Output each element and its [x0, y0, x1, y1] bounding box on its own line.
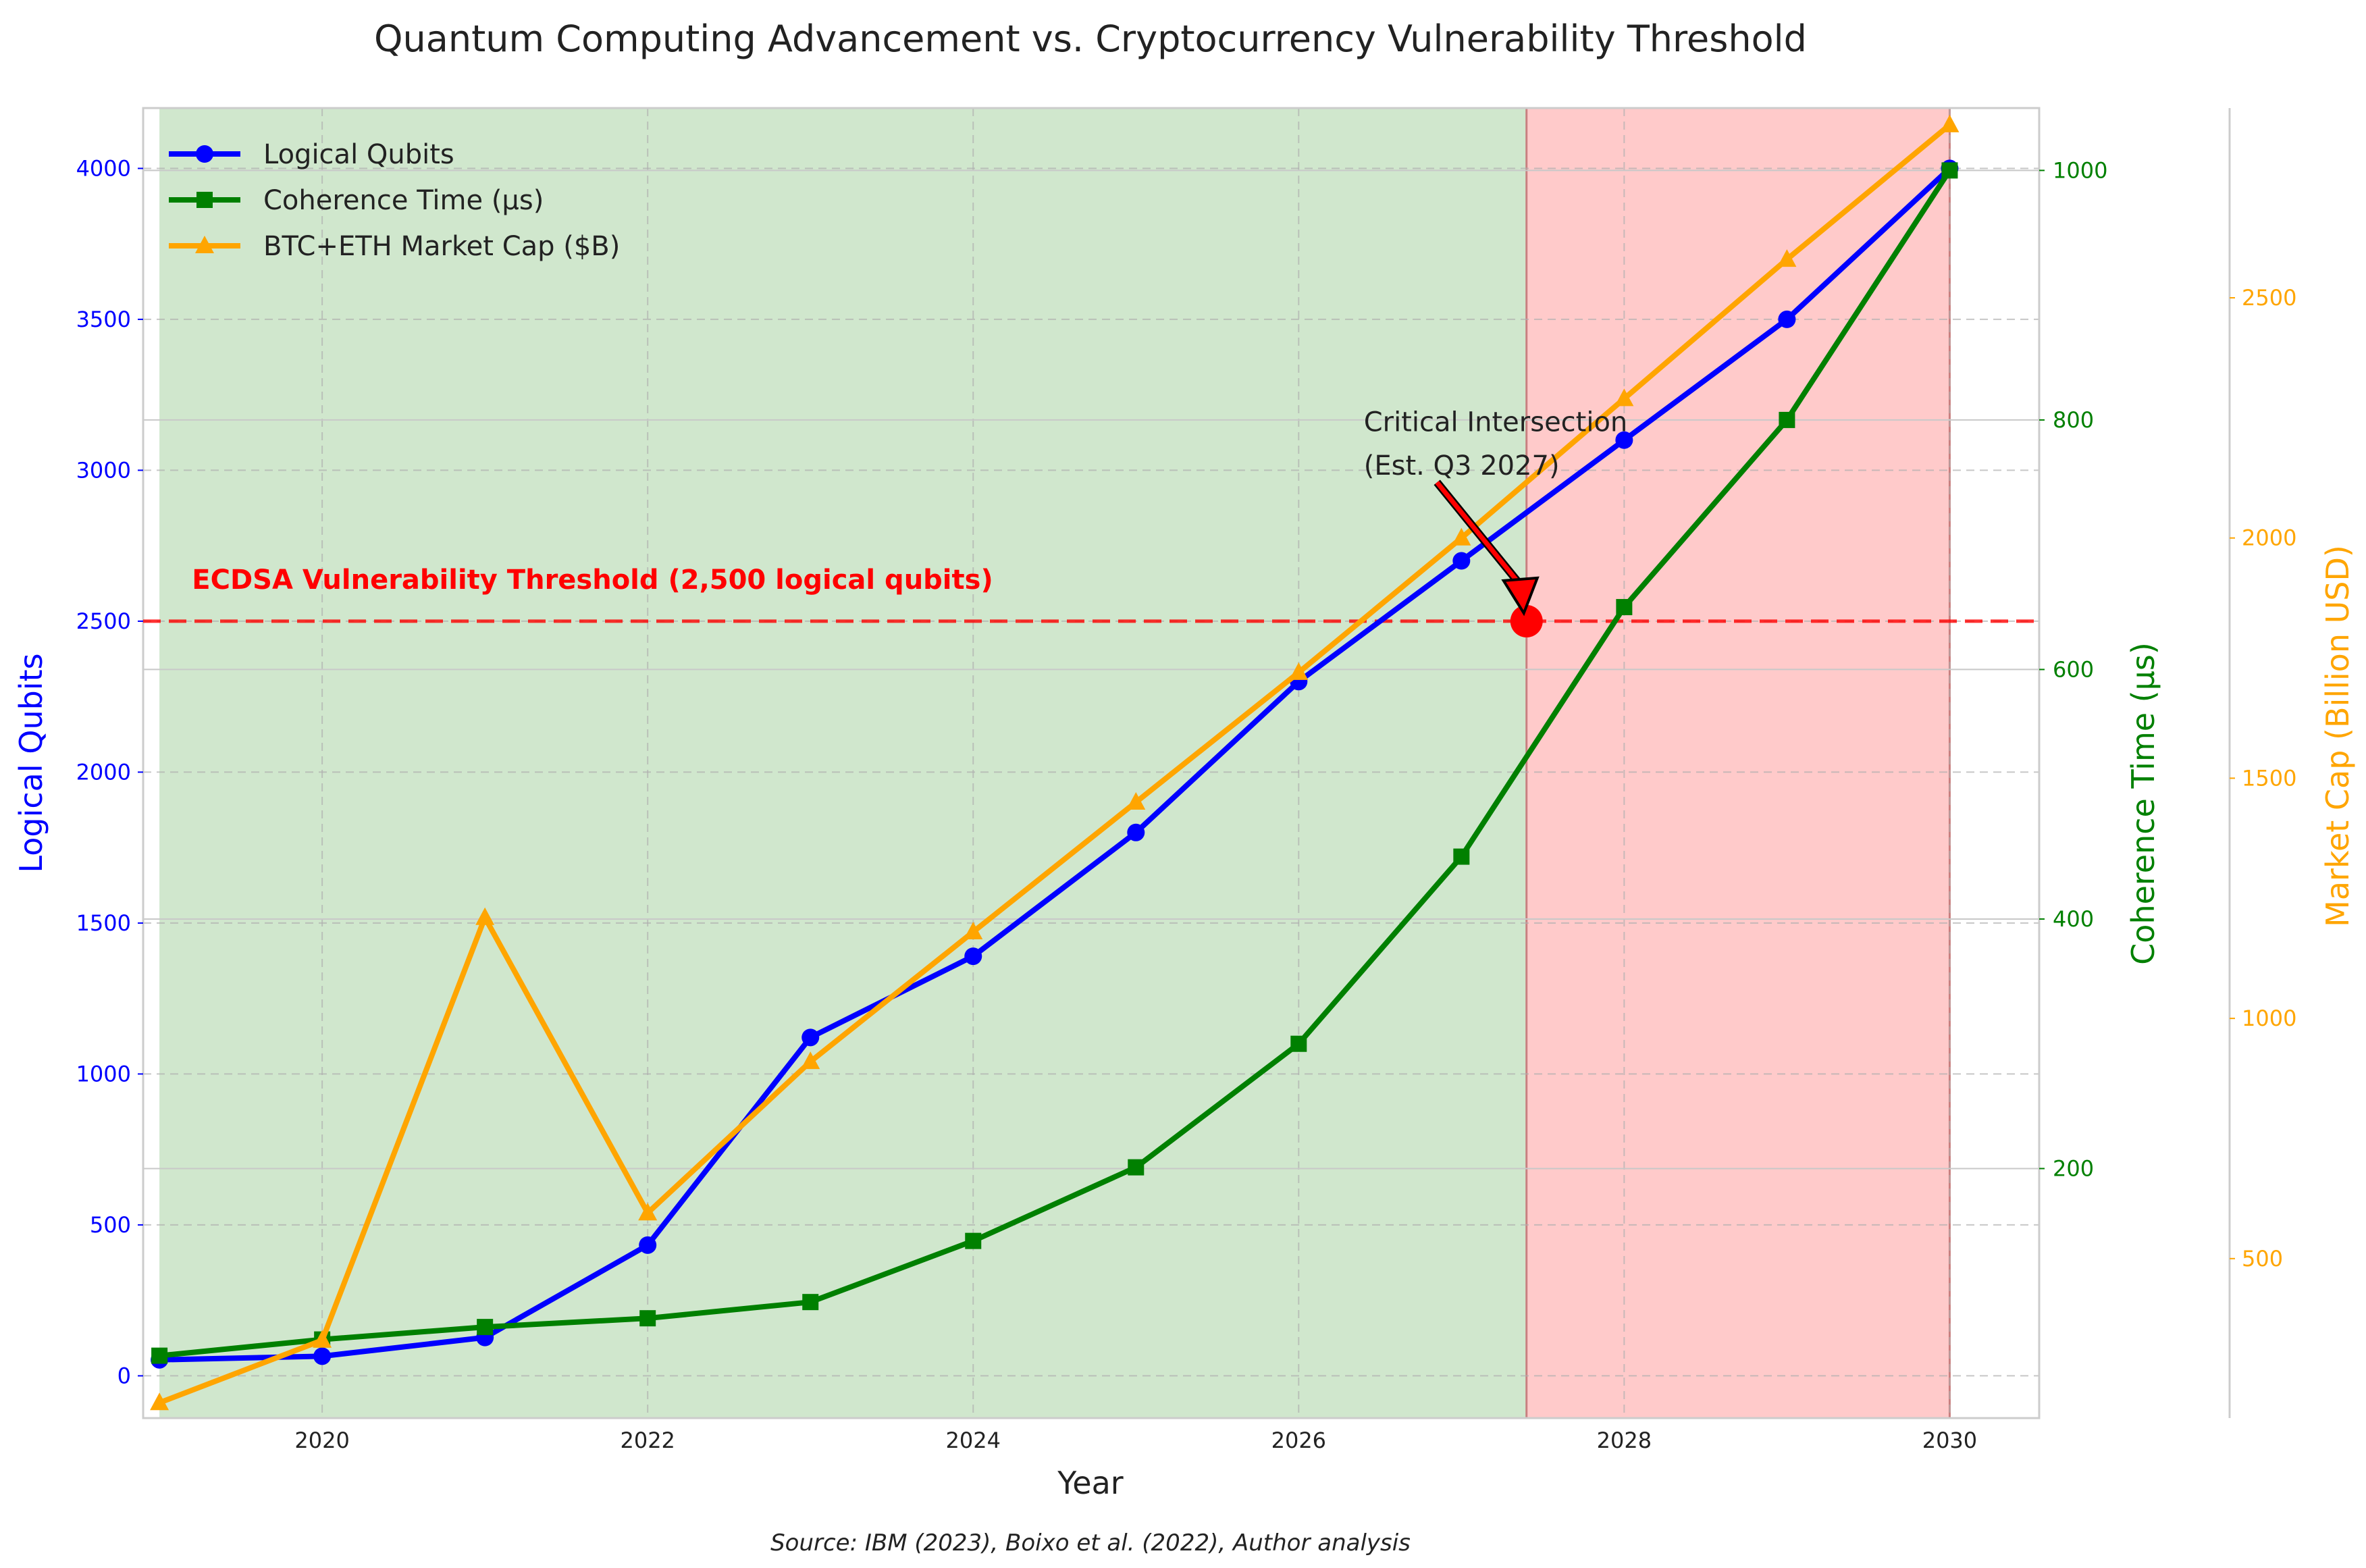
data-point — [150, 1392, 169, 1411]
y3-tick-label: 2500 — [2242, 285, 2296, 311]
intersection-marker — [1510, 604, 1543, 637]
y2-tick-label: 600 — [2053, 656, 2094, 682]
data-point — [965, 1232, 982, 1249]
data-point — [964, 922, 983, 940]
data-point — [475, 907, 495, 925]
legend-label: Logical Qubits — [263, 139, 454, 170]
data-point — [151, 1347, 168, 1364]
legend-label: BTC+ETH Market Cap ($B) — [263, 231, 620, 262]
axes-ticks: 2020 2022 2024 2026 2028 2030 0 500 1000 1500 2000… — [76, 155, 2297, 1453]
data-point — [639, 1236, 657, 1254]
data-point — [1452, 527, 1471, 546]
series-btc-eth-market-cap-b — [150, 114, 1960, 1411]
data-point — [1453, 848, 1470, 865]
y2-tick-label: 800 — [2053, 407, 2094, 433]
gridlines — [143, 108, 2039, 1418]
x-axis-label: Year — [1057, 1465, 1123, 1501]
y2-tick-label: 200 — [2053, 1155, 2094, 1181]
data-point — [639, 1310, 656, 1327]
data-point — [1614, 388, 1634, 407]
data-point — [802, 1294, 819, 1311]
x-tick-label: 2020 — [294, 1428, 349, 1453]
vulnerable-region — [1526, 108, 1950, 1418]
series-line — [159, 169, 1952, 1359]
data-point — [964, 947, 982, 966]
x-tick-label: 2030 — [1922, 1428, 1977, 1453]
x-tick-label: 2024 — [946, 1428, 1001, 1453]
legend: Logical Qubits Coherence Time (μs) BTC+ETH… — [169, 139, 620, 262]
plot-border — [142, 107, 2041, 1419]
y-axis-label-market-cap: Market Cap (Billion USD) — [2319, 545, 2356, 927]
safe-region — [159, 108, 1527, 1418]
y2-tick-label: 400 — [2053, 906, 2094, 932]
y3-tick-label: 1500 — [2242, 765, 2296, 791]
data-point — [1777, 249, 1797, 267]
y3-tick-label: 2000 — [2242, 525, 2296, 551]
y-tick-label: 3000 — [76, 457, 131, 483]
data-point — [1941, 162, 1958, 179]
legend-marker — [196, 145, 213, 163]
y2-tick-label: 1000 — [2053, 157, 2107, 183]
data-point — [801, 1051, 820, 1070]
y-axis-label-left: Logical Qubits — [13, 653, 49, 872]
data-point — [801, 1028, 820, 1047]
y-axis-label-coherence: Coherence Time (μs) — [2125, 642, 2161, 965]
y-tick-label: 0 — [117, 1363, 131, 1388]
annotation-text-line2: (Est. Q3 2027) — [1364, 450, 1560, 481]
series-coherence-time-s — [151, 162, 1958, 1364]
y-tick-label: 500 — [90, 1212, 131, 1238]
x-tick-label: 2028 — [1597, 1428, 1652, 1453]
y-tick-label: 4000 — [76, 155, 131, 181]
background-regions — [159, 108, 1951, 1418]
annotation-group: Critical Intersection (Est. Q3 2027) — [1364, 407, 1628, 637]
y-tick-label: 2500 — [76, 608, 131, 634]
annotation-text-line1: Critical Intersection — [1364, 407, 1628, 438]
y-tick-label: 3500 — [76, 307, 131, 332]
y-tick-label: 1000 — [76, 1061, 131, 1087]
data-point — [1616, 599, 1633, 616]
data-point — [477, 1319, 494, 1336]
data-point — [1940, 114, 1960, 132]
data-point — [1126, 791, 1146, 810]
y3-tick-label: 1000 — [2242, 1005, 2296, 1031]
y3-tick-label: 500 — [2242, 1246, 2283, 1272]
data-point — [1128, 1159, 1145, 1176]
y-tick-label: 2000 — [76, 759, 131, 785]
threshold-group: ECDSA Vulnerability Threshold (2,500 log… — [143, 565, 2039, 623]
source-note: Source: IBM (2023), Boixo et al. (2022),… — [770, 1530, 1411, 1557]
legend-marker — [196, 192, 213, 208]
x-tick-label: 2022 — [620, 1428, 675, 1453]
data-point — [1127, 823, 1145, 841]
data-point — [1289, 662, 1309, 680]
annotation-arrow-shaft — [1435, 481, 1525, 590]
data-point — [313, 1330, 332, 1348]
chart-title: Quantum Computing Advancement vs. Crypto… — [374, 18, 1807, 60]
series-layer — [150, 114, 1960, 1411]
x-tick-label: 2026 — [1271, 1428, 1326, 1453]
series-line — [158, 122, 1951, 1405]
annotation-arrow-head — [1501, 576, 1540, 617]
legend-item: BTC+ETH Market Cap ($B) — [169, 231, 620, 262]
series-line — [159, 166, 1952, 1363]
data-point — [1779, 411, 1795, 428]
data-point — [313, 1347, 332, 1365]
threshold-label: ECDSA Vulnerability Threshold (2,500 log… — [192, 565, 993, 596]
y-tick-label: 1500 — [76, 910, 131, 936]
data-point — [638, 1203, 658, 1221]
data-point — [1778, 310, 1796, 328]
plot-frame — [142, 107, 2231, 1419]
legend-marker — [195, 236, 214, 253]
legend-item: Logical Qubits — [169, 139, 454, 170]
data-point — [1615, 431, 1633, 449]
data-point — [1290, 1035, 1307, 1052]
data-point — [1452, 552, 1471, 570]
legend-label: Coherence Time (μs) — [263, 185, 544, 216]
legend-item: Coherence Time (μs) — [169, 185, 544, 216]
